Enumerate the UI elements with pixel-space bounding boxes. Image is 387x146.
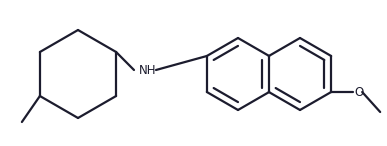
Text: NH: NH: [139, 64, 156, 77]
Text: O: O: [354, 86, 363, 99]
